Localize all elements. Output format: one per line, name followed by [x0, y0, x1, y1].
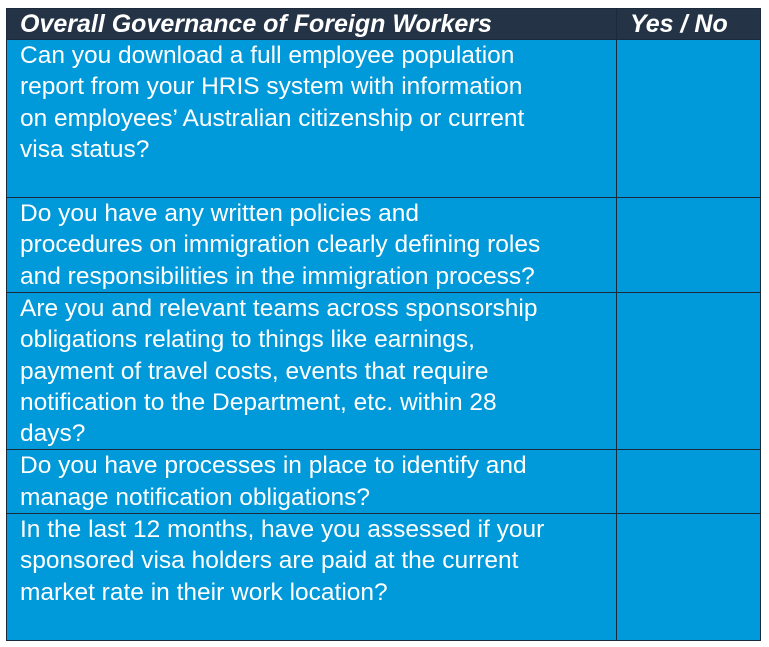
- answer-cell[interactable]: [616, 291, 761, 451]
- answer-column-header: Yes / No: [616, 8, 761, 40]
- question-text: report from your HRIS system with inform…: [20, 73, 523, 101]
- question-cell: Do you have any written policies and pro…: [6, 197, 617, 293]
- question-text: Do you have any written policies and: [20, 200, 420, 227]
- answer-cell[interactable]: [616, 449, 761, 515]
- question-text: Can you download a full employee populat…: [20, 42, 515, 69]
- question-cell: Can you download a full employee populat…: [6, 39, 617, 198]
- question-text: market rate in their work location?: [20, 578, 388, 606]
- table-row: Do you have any written policies and pro…: [6, 197, 761, 293]
- question-cell: Are you and relevant teams across sponso…: [6, 291, 617, 451]
- table-row: Do you have processes in place to identi…: [6, 449, 761, 515]
- question-text: notification to the Department, etc. wit…: [20, 388, 497, 416]
- question-cell: Do you have processes in place to identi…: [6, 449, 617, 515]
- table-row: In the last 12 months, have you assessed…: [6, 513, 761, 642]
- answer-cell[interactable]: [616, 513, 761, 642]
- table-row: Are you and relevant teams across sponso…: [6, 291, 761, 451]
- question-text: obligations relating to things like earn…: [20, 326, 475, 354]
- governance-checklist-table: Overall Governance of Foreign Workers Ye…: [6, 8, 761, 642]
- answer-cell[interactable]: [616, 39, 761, 198]
- question-text: visa status?: [20, 135, 150, 163]
- question-text: payment of travel costs, events that req…: [20, 357, 489, 385]
- question-text: and responsibilities in the immigration …: [20, 262, 535, 290]
- table-row: Can you download a full employee populat…: [6, 39, 761, 198]
- question-text: on employees’ Australian citizenship or …: [20, 104, 525, 132]
- question-text: Are you and relevant teams across sponso…: [20, 295, 538, 322]
- question-text: Do you have processes in place to identi…: [20, 452, 527, 480]
- question-text: manage notification obligations?: [20, 483, 371, 511]
- question-text: sponsored visa holders are paid at the c…: [20, 547, 519, 575]
- question-column-header: Overall Governance of Foreign Workers: [6, 8, 617, 40]
- question-text: procedures on immigration clearly defini…: [20, 231, 541, 259]
- answer-cell[interactable]: [616, 197, 761, 293]
- question-cell: In the last 12 months, have you assessed…: [6, 513, 617, 642]
- header-row: Overall Governance of Foreign Workers Ye…: [6, 8, 761, 40]
- question-text: In the last 12 months, have you assessed…: [20, 516, 545, 544]
- question-text: days?: [20, 420, 86, 448]
